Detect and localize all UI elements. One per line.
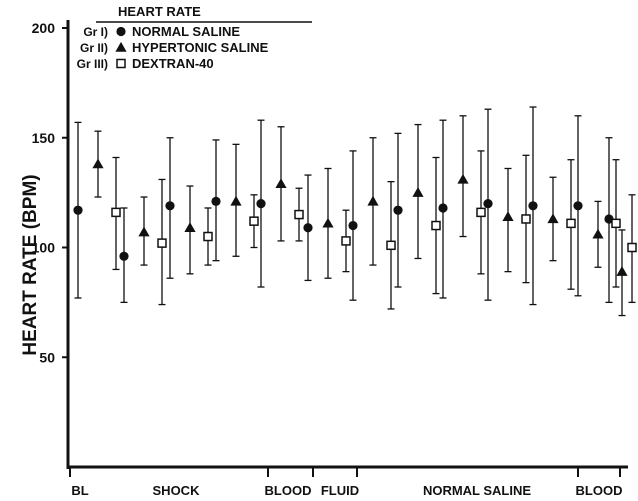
- data-point-triangle: [457, 115, 469, 238]
- marker-triangle: [138, 226, 150, 237]
- y-tick-label: 100: [32, 240, 56, 256]
- data-point-square: [386, 180, 396, 310]
- data-point-circle: [528, 106, 538, 306]
- x-phase-label: FLUID: [321, 483, 359, 498]
- data-point-triangle: [616, 229, 628, 317]
- data-point-circle: [119, 207, 129, 304]
- y-tick-label: 150: [32, 130, 56, 146]
- data-point-square: [203, 207, 213, 266]
- marker-circle: [119, 251, 129, 261]
- marker-square: [611, 218, 621, 229]
- legend-marker-triangle: [115, 41, 127, 52]
- data-point-circle: [483, 108, 493, 301]
- x-phase-label: NORMAL SALINE: [423, 483, 531, 498]
- legend-series-name: NORMAL SALINE: [132, 24, 240, 39]
- data-point-circle: [256, 119, 266, 288]
- marker-triangle: [412, 187, 424, 197]
- marker-triangle: [457, 173, 469, 184]
- legend-title: HEART RATE: [118, 4, 201, 19]
- data-point-square: [249, 194, 259, 249]
- data-point-circle: [348, 150, 358, 301]
- marker-triangle: [230, 195, 242, 206]
- marker-triangle: [592, 228, 604, 239]
- data-point-circle: [393, 132, 403, 288]
- marker-square: [627, 242, 637, 253]
- data-point-triangle: [138, 196, 150, 266]
- marker-square: [386, 240, 396, 251]
- legend-group-label: Gr III): [77, 57, 108, 71]
- legend-marker-circle: [116, 26, 126, 37]
- data-point-circle: [165, 137, 175, 279]
- x-phase-label: BLOOD: [265, 483, 312, 498]
- marker-circle: [211, 196, 221, 207]
- data-point-square: [341, 209, 351, 273]
- marker-triangle: [92, 158, 104, 169]
- marker-circle: [165, 201, 175, 211]
- marker-circle: [73, 205, 83, 215]
- data-point-circle: [573, 115, 583, 297]
- legend: HEART RATE Gr I) NORMAL SALINE Gr II) HYPER…: [77, 4, 312, 71]
- marker-square: [203, 231, 213, 242]
- data-point-triangle: [367, 137, 379, 266]
- legend-series-name: HYPERTONIC SALINE: [132, 40, 269, 55]
- marker-square: [341, 236, 351, 246]
- data-point-square: [521, 154, 531, 284]
- data-point-triangle: [92, 130, 104, 198]
- marker-circle: [573, 201, 583, 211]
- marker-circle: [393, 205, 403, 215]
- data-point-circle: [303, 174, 313, 282]
- y-tick-label: 50: [39, 349, 55, 365]
- data-point-triangle: [502, 167, 514, 273]
- marker-circle: [438, 203, 448, 213]
- x-phase-label: SHOCK: [153, 483, 201, 498]
- marker-square: [431, 220, 441, 231]
- marker-triangle: [322, 217, 334, 228]
- data-point-square: [566, 159, 576, 290]
- marker-triangle: [547, 213, 559, 224]
- marker-square: [249, 216, 259, 226]
- marker-triangle: [275, 178, 287, 189]
- marker-square: [566, 218, 576, 229]
- legend-group-label: Gr I): [83, 25, 108, 39]
- legend-group-label: Gr II): [80, 41, 108, 55]
- marker-circle: [256, 199, 266, 209]
- marker-square: [111, 207, 121, 218]
- x-phase-label: BLOOD: [576, 483, 623, 498]
- marker-triangle: [184, 222, 196, 232]
- marker-circle: [303, 223, 313, 233]
- data-point-triangle: [547, 176, 559, 262]
- y-axis-label: HEART RATE (BPM): [20, 174, 41, 355]
- legend-marker-square: [116, 58, 126, 69]
- data-point-triangle: [275, 126, 287, 242]
- data-point-square: [431, 156, 441, 295]
- data-point-square: [611, 159, 621, 288]
- data-point-circle: [438, 119, 448, 299]
- y-tick-label: 200: [32, 20, 56, 36]
- data-point-square: [111, 156, 121, 271]
- marker-triangle: [616, 266, 628, 276]
- data-point-square: [627, 194, 637, 304]
- data-point-triangle: [184, 185, 196, 275]
- data-point-triangle: [230, 143, 242, 257]
- data-point-triangle: [322, 167, 334, 279]
- marker-triangle: [502, 211, 514, 221]
- marker-circle: [348, 220, 358, 231]
- marker-square: [157, 238, 167, 248]
- data-point-square: [294, 187, 304, 242]
- marker-square: [521, 214, 531, 224]
- data-point-triangle: [592, 200, 604, 268]
- legend-series-name: DEXTRAN-40: [132, 56, 214, 71]
- marker-square: [476, 207, 486, 218]
- x-phase-label: BL: [71, 483, 88, 498]
- marker-circle: [528, 201, 538, 211]
- data-point-square: [157, 178, 167, 306]
- data-point-triangle: [412, 123, 424, 260]
- marker-circle: [483, 199, 493, 209]
- data-point-circle: [211, 139, 221, 262]
- data-point-square: [476, 150, 486, 275]
- marker-triangle: [367, 195, 379, 206]
- marker-square: [294, 209, 304, 220]
- data-point-circle: [73, 121, 83, 299]
